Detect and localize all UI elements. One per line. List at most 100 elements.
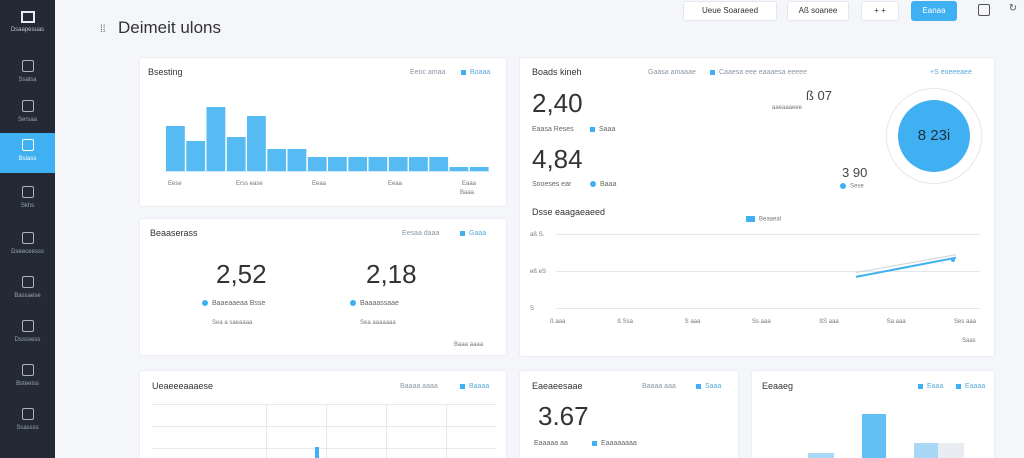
- card-link[interactable]: Gaasa amaaae: [648, 69, 696, 76]
- x-tick-label: Sa aaa: [887, 319, 907, 325]
- card-link[interactable]: Eeoc amaa: [410, 69, 446, 76]
- primary-button[interactable]: Eanaa: [911, 1, 957, 21]
- header-button-1[interactable]: Ueue Soaraeed: [683, 1, 777, 21]
- chart-note: Baaa: [460, 190, 475, 196]
- axis-note: Saas: [962, 338, 976, 344]
- card-bottom-middle: Eaeaeesaae Baaaa aaa Saaa 3.67 Eaaaaa aa…: [519, 370, 739, 458]
- metric-tag-1: Saaa: [590, 126, 615, 133]
- gridline-v: [446, 404, 447, 458]
- nav-item-8[interactable]: Bsteeiss: [0, 358, 55, 398]
- x-tick-label: Ses aaa: [954, 319, 977, 325]
- chart-icon: [21, 186, 34, 198]
- card-metrics: Boads kineh Gaasa amaaae Caaesa eee eaaa…: [519, 57, 995, 357]
- metric-label: Eaaaaa aa: [534, 440, 568, 447]
- gauge-circle: 8 23i: [898, 100, 970, 172]
- metric-value: 3.67: [538, 401, 589, 431]
- bar: [307, 157, 327, 171]
- tag-dot: [350, 300, 356, 307]
- bar-1: [808, 453, 834, 458]
- card-title: Beaaserass: [150, 228, 198, 238]
- legend-swatch: [918, 383, 923, 389]
- nav-item-2[interactable]: Sersaa: [0, 94, 55, 134]
- refresh-icon[interactable]: ↻: [1008, 3, 1018, 14]
- nav-item-3[interactable]: Bslass: [0, 133, 55, 173]
- card-link-2[interactable]: Caaesa eee eaaaesa eeeee: [710, 69, 807, 76]
- y-tick-label: eß eS: [530, 269, 546, 275]
- legend-swatch: [956, 383, 961, 389]
- metric-value-3: ß 07: [806, 88, 833, 103]
- metric-label-4: Sese: [840, 183, 864, 190]
- y-tick-label: aß S.: [530, 232, 545, 238]
- x-tick-label: Eeaa: [388, 181, 403, 187]
- card-link[interactable]: Baaaa aaaa: [400, 383, 438, 390]
- bar: [368, 157, 388, 171]
- page-title: Deimeit ulons: [118, 18, 221, 37]
- legend-swatch: [461, 69, 466, 75]
- settings-icon: [21, 408, 34, 420]
- nav-item-5[interactable]: Dseeceesss: [0, 226, 55, 266]
- card-link-2[interactable]: Gaaa: [460, 230, 486, 237]
- legend-swatch: [696, 383, 701, 389]
- bar: [247, 116, 266, 171]
- legend-swatch: [710, 69, 715, 75]
- nav-item-9[interactable]: Ssassss: [0, 402, 55, 442]
- gridline-v: [386, 404, 387, 458]
- x-tick-label: Ss aaa: [752, 319, 771, 325]
- bar: [328, 157, 347, 171]
- bar: [186, 141, 206, 171]
- card-link-3[interactable]: +S eoeeeaee: [930, 69, 972, 76]
- bar: [469, 167, 489, 171]
- card-link[interactable]: Eesaa daaa: [402, 230, 440, 237]
- card-link-2[interactable]: Baaaa: [460, 383, 489, 390]
- header-button-3[interactable]: + +: [861, 1, 899, 21]
- grid-icon: [21, 60, 34, 72]
- gridline-v: [266, 404, 267, 458]
- card-link[interactable]: Baaaa aaa: [642, 383, 676, 390]
- app-logo[interactable]: Dsaapesuas: [0, 8, 55, 42]
- tag-dot: [840, 183, 846, 189]
- subchart-title: Dsse eaagaeaeed: [532, 207, 606, 217]
- nav-item-1[interactable]: Ssalsa: [0, 54, 55, 94]
- metric-value-4: 3 90: [842, 165, 868, 180]
- calendar-icon[interactable]: [978, 4, 990, 16]
- card-link-2[interactable]: Eaaaa: [956, 383, 985, 390]
- page-icon: ⁞⁞: [100, 24, 106, 35]
- bar: [449, 167, 469, 171]
- sidebar: Dsaapesuas Ssalsa Sersaa Bslass Skhs Dse…: [0, 0, 55, 458]
- bar-2: [862, 414, 886, 458]
- bar: [226, 137, 246, 171]
- card-title: Eaeaeesaae: [532, 381, 583, 391]
- metric-tag: Eaaaaaaaa: [592, 440, 637, 447]
- card-bottom-right: Eeaaeg Eaaa Eaaaa: [751, 370, 995, 458]
- x-tick-label: Eaaa: [462, 181, 477, 187]
- x-tick-label: ßS aaa: [819, 319, 839, 325]
- gauge-ring: [886, 88, 982, 184]
- tag-dot: [202, 300, 208, 307]
- card-mid-metrics: Beaaserass Eesaa daaa Gaaa 2,52 Baaeaaea…: [139, 218, 507, 356]
- dashboard-icon: [21, 139, 34, 151]
- bar: [409, 157, 428, 171]
- users-icon: [21, 364, 34, 376]
- subchart-legend: Beaaeal: [746, 216, 781, 223]
- header-button-2[interactable]: Aß soanee: [787, 1, 849, 21]
- nav-item-7[interactable]: Dssssess: [0, 314, 55, 354]
- card-bar-chart: Bsesting Eeoc amaa Boaaa Eese Erss ease Ee…: [139, 57, 507, 207]
- card-link-2[interactable]: Saaa: [696, 383, 721, 390]
- metric-label-1: Baaeaaeaa Bsse: [202, 300, 265, 307]
- gridline-v: [326, 404, 327, 458]
- legend-swatch: [460, 383, 465, 389]
- metric-value-1: 2,52: [216, 259, 267, 289]
- bar: [388, 157, 408, 171]
- nav-item-4[interactable]: Skhs: [0, 180, 55, 220]
- metric-value-2: 2,18: [366, 259, 417, 289]
- card-link[interactable]: Eaaa: [918, 383, 943, 390]
- bar: [267, 149, 287, 171]
- x-tick-label: ß Ssa: [617, 319, 633, 325]
- x-tick-label: Eeaa: [312, 181, 327, 187]
- x-tick-label: S aaa: [685, 319, 701, 325]
- nav-item-6[interactable]: Bassaese: [0, 270, 55, 310]
- brand-label: Dsaapesuas: [10, 27, 45, 33]
- legend-swatch: [460, 230, 465, 236]
- card-link-2[interactable]: Boaaa: [461, 69, 490, 76]
- line-chart: aß S. eß eS Sß aaa ß Ssa S aaa Ss aaa ßS aaa Sa…: [530, 232, 980, 325]
